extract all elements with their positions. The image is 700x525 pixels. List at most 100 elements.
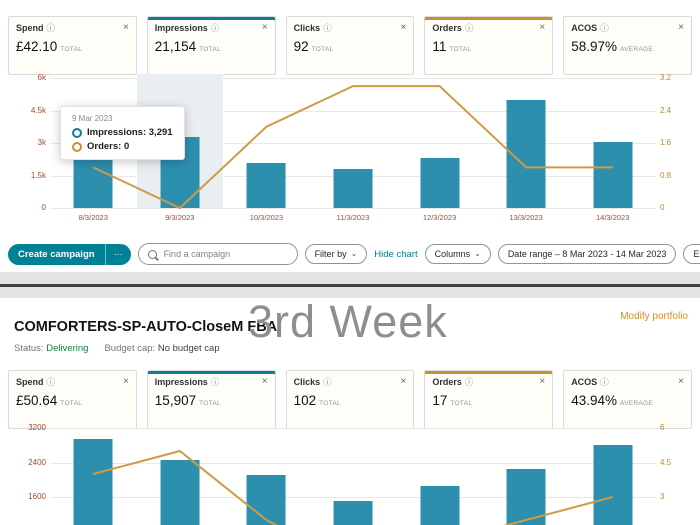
- filter-by-dropdown[interactable]: Filter by ⌄: [304, 244, 368, 264]
- y-axis-tick-right: 3: [660, 492, 665, 501]
- create-campaign-button[interactable]: Create campaign: [8, 244, 105, 265]
- close-icon[interactable]: ×: [678, 22, 684, 33]
- filter-by-label: Filter by: [314, 249, 347, 259]
- close-icon[interactable]: ×: [122, 376, 129, 387]
- info-icon[interactable]: ⓘ: [600, 23, 609, 33]
- metric-suffix: TOTAL: [449, 46, 472, 53]
- metric-value-row: 58.97% AVERAGE: [571, 39, 684, 54]
- info-icon[interactable]: ⓘ: [46, 377, 56, 387]
- search-input[interactable]: [161, 248, 288, 260]
- gridline: [50, 462, 656, 464]
- y-axis-tick-left: 3200: [28, 423, 46, 432]
- impressions-bar[interactable]: [593, 141, 633, 208]
- metric-suffix: TOTAL: [319, 400, 341, 407]
- info-icon[interactable]: ⓘ: [323, 23, 332, 33]
- chart-2: 320024001600800064.531.50: [8, 420, 692, 525]
- metric-card-header: Clicks ⓘ ×: [294, 22, 407, 34]
- metric-value: 92: [293, 39, 309, 54]
- export-button[interactable]: Export: [683, 244, 700, 264]
- gridline: [50, 497, 656, 498]
- metric-value-row: 17 TOTAL: [432, 393, 545, 408]
- metric-card-header: Spend ⓘ ×: [16, 22, 129, 34]
- metric-card-header: ACOS ⓘ ×: [571, 22, 684, 34]
- modify-portfolio-link[interactable]: Modify portfolio: [620, 311, 688, 322]
- info-icon[interactable]: ⓘ: [210, 23, 220, 33]
- metric-card-impressions[interactable]: Impressions ⓘ × 21,154 TOTAL: [146, 16, 276, 75]
- chart-1: 6k 4.5k 3k 1.5k 0 3.2 2.4 1.6 0.8 0 8/3/2023 9/3/20…: [8, 70, 692, 232]
- y-axis-tick-right: 0.8: [660, 170, 672, 180]
- metric-card-header: ACOS ⓘ ×: [571, 376, 684, 388]
- create-campaign-split-button[interactable]: Create campaign ···: [8, 243, 131, 265]
- impressions-bar[interactable]: [246, 162, 286, 208]
- metric-label: ACOS: [571, 23, 598, 33]
- y-axis-tick-left: 0: [41, 203, 46, 212]
- impressions-bar[interactable]: [333, 169, 373, 208]
- metric-card-spend[interactable]: Spend ⓘ × £50.64 TOTAL: [8, 370, 137, 429]
- impressions-bar[interactable]: [333, 501, 373, 525]
- info-icon[interactable]: ⓘ: [210, 377, 220, 387]
- info-icon[interactable]: ⓘ: [323, 377, 332, 387]
- more-actions-button[interactable]: ···: [104, 243, 131, 265]
- y-axis-tick-left: 6k: [37, 73, 46, 82]
- x-axis-label: 8/3/2023: [78, 213, 108, 222]
- close-icon[interactable]: ×: [539, 376, 546, 387]
- metric-card-clicks[interactable]: Clicks ⓘ × 92 TOTAL: [285, 16, 415, 75]
- metric-card-orders[interactable]: Orders ⓘ × 11 TOTAL: [424, 16, 554, 75]
- hide-chart-link[interactable]: Hide chart: [374, 248, 418, 260]
- metric-value: 58.97%: [571, 39, 617, 54]
- columns-dropdown[interactable]: Columns ⌄: [424, 244, 491, 264]
- metric-card-spend[interactable]: Spend ⓘ × £42.10 TOTAL: [8, 16, 137, 75]
- x-axis-label: 11/3/2023: [336, 213, 370, 222]
- metric-card-header: Clicks ⓘ ×: [294, 376, 407, 388]
- metric-card-acos[interactable]: ACOS ⓘ × 58.97% AVERAGE: [563, 16, 692, 75]
- close-icon[interactable]: ×: [678, 376, 684, 387]
- metric-suffix: TOTAL: [199, 400, 221, 407]
- metric-cards-row-1: Spend ⓘ × £42.10 TOTAL Impressions ⓘ × 21,154 TOT…: [8, 16, 692, 75]
- y-axis-tick-right: 0: [660, 203, 665, 212]
- y-axis-tick-right: 4.5: [660, 457, 672, 467]
- metric-suffix: TOTAL: [60, 400, 83, 407]
- info-icon[interactable]: ⓘ: [464, 23, 474, 33]
- panel-divider: [0, 272, 700, 298]
- impressions-dot-icon: [72, 127, 82, 138]
- close-icon[interactable]: ×: [261, 376, 268, 387]
- tooltip-date: 9 Mar 2023: [72, 114, 113, 123]
- close-icon[interactable]: ×: [539, 22, 546, 33]
- columns-label: Columns: [434, 249, 471, 259]
- info-icon[interactable]: ⓘ: [464, 377, 474, 387]
- close-icon[interactable]: ×: [400, 376, 407, 387]
- info-icon[interactable]: ⓘ: [46, 23, 56, 33]
- divider-line: [0, 284, 700, 287]
- close-icon[interactable]: ×: [400, 22, 407, 33]
- impressions-bar[interactable]: [160, 460, 200, 525]
- tooltip-impressions-row: Impressions: 3,291: [72, 127, 173, 138]
- y-axis-tick-right: 2.4: [660, 105, 672, 115]
- metric-card-impressions[interactable]: Impressions ⓘ × 15,907 TOTAL: [146, 370, 276, 429]
- campaign-search[interactable]: [137, 243, 298, 265]
- campaign-panel-top: Spend ⓘ × £42.10 TOTAL Impressions ⓘ × 21,154 TOT…: [0, 0, 700, 272]
- metric-label: Spend: [16, 23, 44, 33]
- metric-label: Spend: [16, 377, 44, 387]
- date-range-button[interactable]: Date range – 8 Mar 2023 - 14 Mar 2023: [497, 244, 677, 264]
- y-axis-tick-left: 4.5k: [30, 105, 46, 115]
- metric-card-orders[interactable]: Orders ⓘ × 17 TOTAL: [424, 370, 554, 429]
- impressions-bar[interactable]: [420, 486, 460, 525]
- metric-value: 17: [432, 393, 448, 408]
- info-icon[interactable]: ⓘ: [600, 377, 609, 387]
- metric-value-row: 11 TOTAL: [432, 39, 545, 54]
- close-icon[interactable]: ×: [261, 22, 268, 33]
- metric-suffix: AVERAGE: [619, 400, 654, 407]
- metric-card-header: Orders ⓘ ×: [432, 376, 545, 388]
- y-axis-tick-right: 6: [660, 423, 665, 432]
- close-icon[interactable]: ×: [122, 22, 129, 33]
- metric-suffix: TOTAL: [311, 46, 334, 53]
- impressions-bar[interactable]: [246, 475, 286, 525]
- impressions-bar[interactable]: [593, 444, 633, 525]
- metric-card-acos[interactable]: ACOS ⓘ × 43.94% AVERAGE: [563, 370, 692, 429]
- impressions-bar[interactable]: [73, 438, 113, 525]
- y-axis-tick-left: 2400: [28, 457, 46, 467]
- impressions-bar[interactable]: [420, 158, 460, 208]
- metric-card-clicks[interactable]: Clicks ⓘ × 102 TOTAL: [285, 370, 415, 429]
- metric-card-header: Impressions ⓘ ×: [155, 376, 268, 388]
- status-label: Status:: [14, 343, 44, 354]
